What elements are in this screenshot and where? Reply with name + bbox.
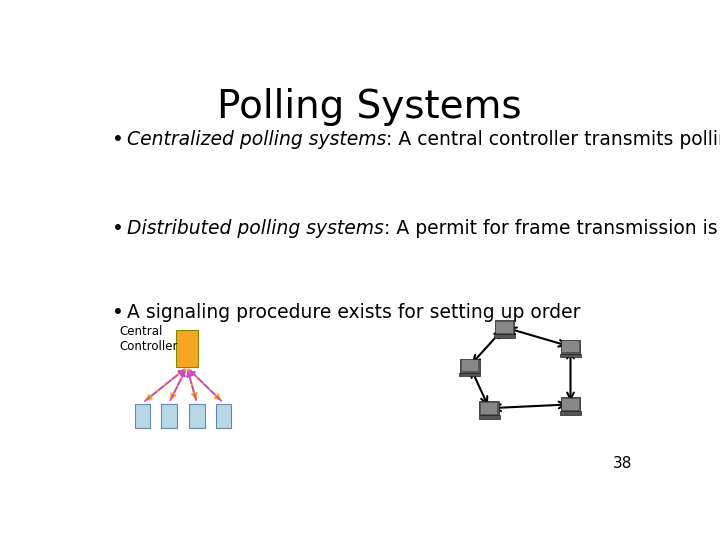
Bar	[215, 403, 231, 428]
Bar	[494, 334, 515, 338]
Bar	[479, 415, 500, 418]
Bar	[481, 403, 498, 414]
Text: Central
Controller: Central Controller	[120, 325, 178, 353]
Bar	[562, 341, 579, 352]
Bar	[176, 330, 198, 367]
Text: Polling Systems: Polling Systems	[217, 88, 521, 126]
Text: : A central controller transmits polling messages to stations according to a cer: : A central controller transmits polling…	[387, 130, 720, 149]
Bar	[495, 320, 514, 334]
Bar	[561, 397, 580, 411]
Text: •: •	[112, 303, 124, 322]
Bar	[460, 359, 480, 373]
Bar	[561, 340, 580, 354]
Bar	[161, 403, 177, 428]
Bar	[496, 322, 513, 333]
Bar	[562, 399, 579, 410]
Text: : A permit for frame transmission is passed from station to station according to: : A permit for frame transmission is pas…	[384, 219, 720, 238]
Bar	[462, 361, 478, 372]
Bar	[135, 403, 150, 428]
Text: Centralized polling systems: Centralized polling systems	[127, 130, 387, 149]
Bar	[189, 403, 204, 428]
Text: Distributed polling systems: Distributed polling systems	[127, 219, 384, 238]
Bar	[459, 373, 480, 376]
Text: A signaling procedure exists for setting up order: A signaling procedure exists for setting…	[127, 303, 581, 322]
Bar	[560, 411, 581, 415]
Bar	[480, 401, 499, 415]
Text: •: •	[112, 219, 124, 238]
Text: 38: 38	[613, 456, 632, 471]
Text: •: •	[112, 130, 124, 149]
Bar	[560, 354, 581, 357]
